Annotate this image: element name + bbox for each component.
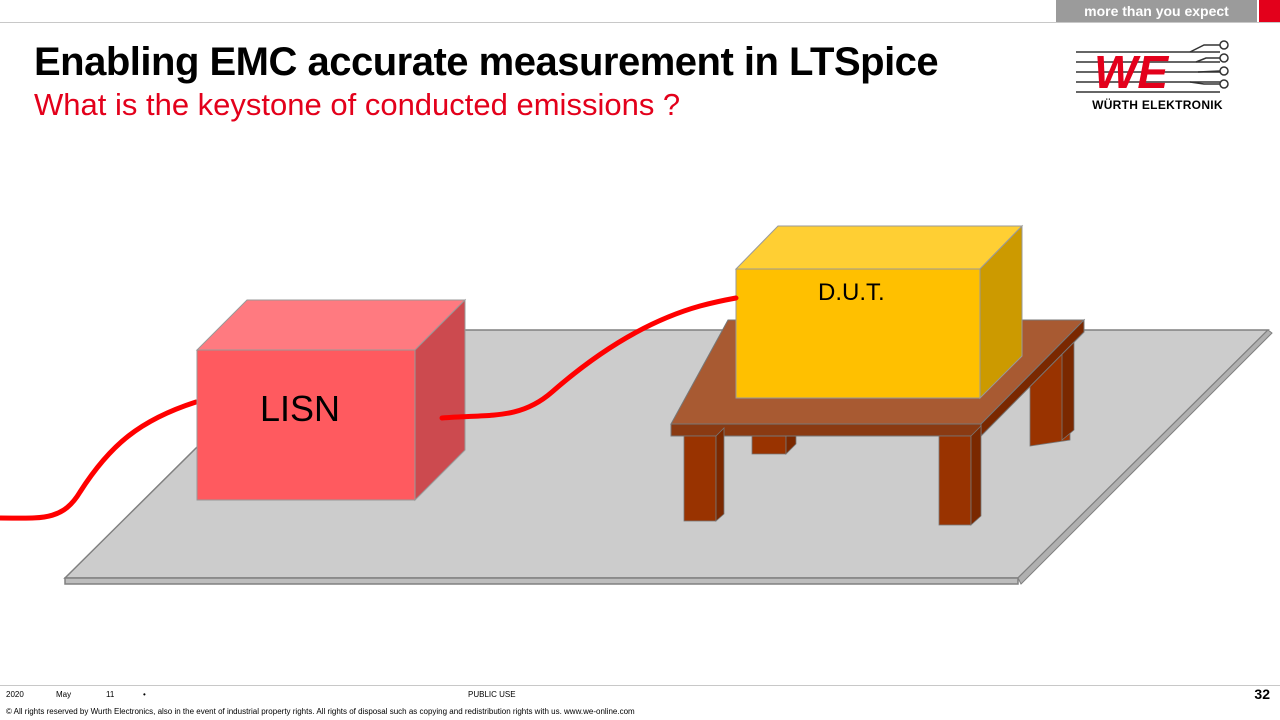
tagline-accent: [1259, 0, 1280, 22]
footer-bullet: •: [143, 690, 146, 699]
tagline-banner: more than you expect: [1056, 0, 1257, 22]
footer-day: 11: [106, 690, 115, 699]
mains-cable: [0, 399, 199, 521]
header-divider: [0, 22, 1280, 23]
we-logo-mark: WE: [1094, 46, 1169, 98]
logo-company-name: WÜRTH ELEKTRONIK: [1092, 98, 1223, 112]
dut-box: [734, 224, 1024, 400]
lisn-label: LISN: [260, 388, 341, 429]
slide-title: Enabling EMC accurate measurement in LTS…: [34, 40, 939, 84]
footer-month: May: [56, 690, 72, 699]
footer-year: 2020: [6, 690, 24, 699]
footer-classification: PUBLIC USE: [468, 690, 516, 699]
dut-cable: [439, 295, 739, 421]
footer-divider: [0, 685, 1280, 686]
dut-label: D.U.T.: [818, 279, 885, 306]
wurth-logo: WE: [1076, 40, 1229, 98]
footer-copyright: © All rights reserved by Wurth Electroni…: [6, 707, 635, 716]
slide-subtitle: What is the keystone of conducted emissi…: [34, 87, 681, 122]
lisn-box: [195, 298, 467, 502]
page-number: 32: [1254, 686, 1270, 702]
